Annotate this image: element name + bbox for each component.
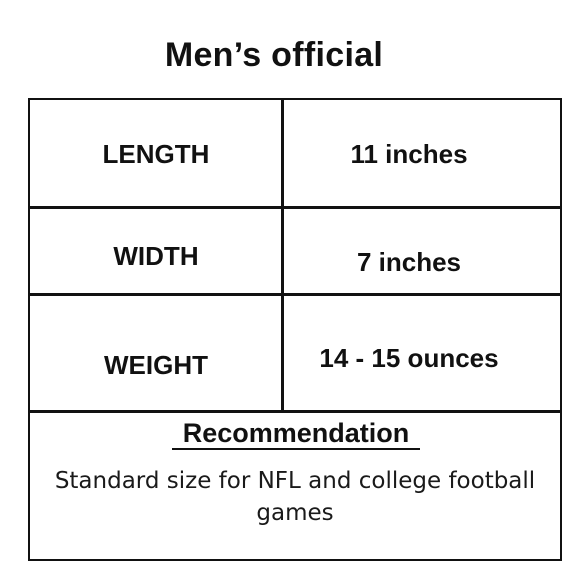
recommendation-underline bbox=[172, 448, 420, 450]
weight-label: WEIGHT bbox=[104, 350, 208, 380]
length-value: 11 inches bbox=[350, 139, 468, 169]
recommendation-text: Standard size for NFL and college footba… bbox=[54, 468, 536, 526]
weight-value: 14 - 15 ounces bbox=[319, 343, 499, 373]
width-value: 7 inches bbox=[356, 247, 462, 277]
width-label: WIDTH bbox=[113, 241, 199, 271]
length-label: LENGTH bbox=[102, 139, 210, 169]
spec-table bbox=[28, 98, 562, 561]
row-divider bbox=[28, 293, 562, 296]
column-divider bbox=[281, 98, 284, 413]
row-divider bbox=[28, 206, 562, 209]
recommendation-heading: Recommendation bbox=[182, 418, 410, 448]
page-title: Men’s official bbox=[164, 36, 384, 74]
row-divider bbox=[28, 410, 562, 413]
